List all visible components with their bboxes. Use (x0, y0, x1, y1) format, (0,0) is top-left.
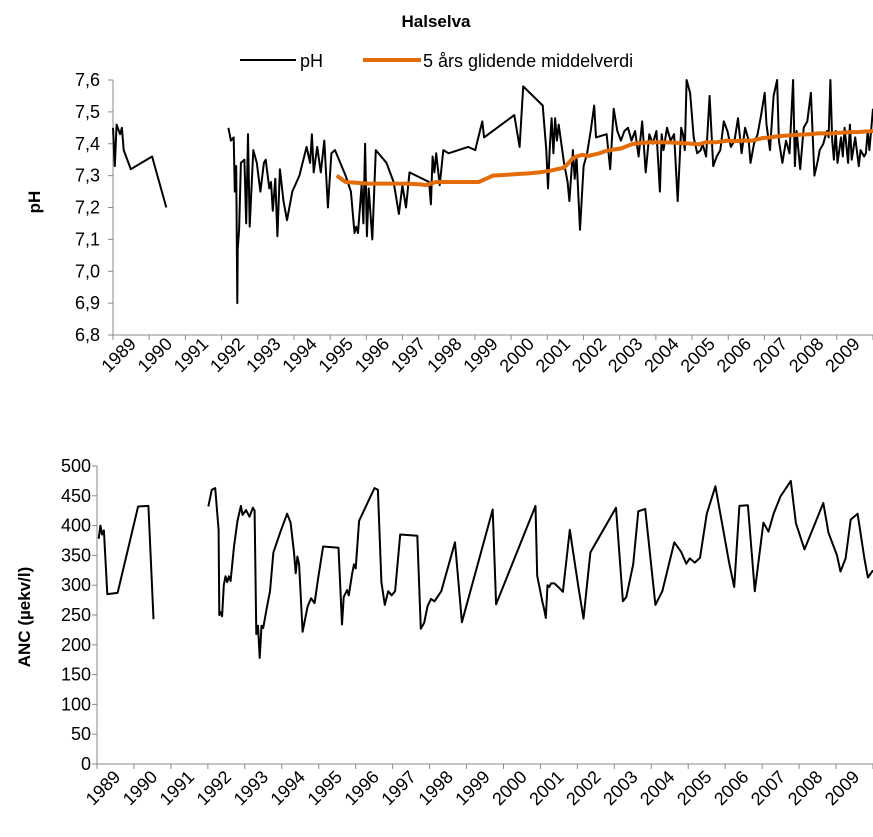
y-tick-label: 7,3 (75, 166, 100, 186)
x-tick-label: 2006 (713, 334, 755, 376)
y-axis: 0 50 100 150 200 250 300 350 400 450 500 (61, 456, 98, 774)
y-tick-label: 7,6 (75, 70, 100, 90)
y-tick-label: 7,0 (75, 261, 100, 281)
y-tick-label: 7,2 (75, 198, 100, 218)
y-tick-label: 300 (61, 575, 91, 595)
x-tick-label: 2007 (749, 334, 791, 376)
x-tick-label: 2004 (636, 767, 678, 809)
x-tick-label: 2005 (677, 334, 719, 376)
plot-area (112, 79, 873, 305)
y-tick-label: 0 (81, 754, 91, 774)
ph-line-segment-1 (112, 123, 168, 208)
x-tick-label: 2000 (488, 767, 530, 809)
anc-line-segment-1 (97, 504, 155, 620)
legend-label-ph: pH (300, 51, 323, 71)
y-tick-label: 50 (71, 724, 91, 744)
x-tick-label: 1991 (170, 334, 212, 376)
x-tick-label: 2006 (710, 767, 752, 809)
x-tick-label: 1997 (377, 767, 419, 809)
x-tick-label: 1995 (315, 334, 357, 376)
x-tick-label: 1999 (451, 767, 493, 809)
x-tick-label: 2002 (562, 767, 604, 809)
x-tick-label: 1997 (387, 334, 429, 376)
y-tick-label: 100 (61, 694, 91, 714)
x-tick-label: 2008 (785, 334, 827, 376)
chart-title: Halselva (402, 12, 472, 31)
x-tick-label: 2000 (496, 334, 538, 376)
x-tick-label: 2007 (747, 767, 789, 809)
x-tick-label: 1996 (351, 334, 393, 376)
anc-line-segment-2 (207, 479, 873, 659)
x-tick-label: 1996 (341, 767, 383, 809)
y-tick-label: 150 (61, 665, 91, 685)
x-tick-label: 1994 (267, 767, 309, 809)
y-tick-label: 7,1 (75, 229, 100, 249)
x-tick-label: 1990 (134, 334, 176, 376)
legend-label-moving-average: 5 års glidende middelverdi (423, 51, 633, 71)
legend: pH 5 års glidende middelverdi (240, 51, 633, 71)
x-tick-label: 2001 (525, 767, 567, 809)
x-tick-label: 1990 (119, 767, 161, 809)
anc-chart: ANC (µekv/l) 0 50 100 150 200 250 300 350 400 450… (15, 456, 873, 809)
x-tick-label: 1994 (278, 334, 320, 376)
y-axis-title: ANC (µekv/l) (15, 567, 34, 667)
x-tick-label: 2004 (640, 334, 682, 376)
y-axis: 6,8 6,9 7,0 7,1 7,2 7,3 7,4 7,5 7,6 (75, 70, 114, 345)
y-tick-label: 200 (61, 635, 91, 655)
x-tick-label: 1998 (414, 767, 456, 809)
y-tick-label: 400 (61, 516, 91, 536)
y-tick-label: 6,8 (75, 325, 100, 345)
x-tick-label: 2001 (532, 334, 574, 376)
ph-chart: Halselva pH 5 års glidende middelverdi p… (25, 12, 873, 376)
x-tick-label: 1992 (193, 767, 235, 809)
y-tick-label: 450 (61, 486, 91, 506)
x-tick-label: 2009 (821, 767, 863, 809)
x-axis: 1989199019911992199319941995199619971998… (97, 334, 873, 376)
x-tick-label: 1998 (423, 334, 465, 376)
x-tick-label: 2005 (673, 767, 715, 809)
5-rs-glidende-middelverdi-line-segment-1 (335, 129, 873, 188)
x-tick-label: 1992 (206, 334, 248, 376)
x-axis: 1989199019911992199319941995199619971998… (82, 763, 873, 809)
y-tick-label: 7,5 (75, 102, 100, 122)
y-tick-label: 7,4 (75, 134, 100, 154)
y-tick-label: 6,9 (75, 293, 100, 313)
y-tick-label: 250 (61, 605, 91, 625)
x-tick-label: 1991 (156, 767, 198, 809)
x-tick-label: 2009 (821, 334, 863, 376)
x-tick-label: 1989 (97, 334, 139, 376)
y-tick-label: 500 (61, 456, 91, 476)
y-axis-title: pH (25, 191, 44, 214)
ph-line-segment-2 (227, 79, 873, 305)
x-tick-label: 2008 (784, 767, 826, 809)
x-tick-label: 1999 (459, 334, 501, 376)
y-tick-label: 350 (61, 545, 91, 565)
x-tick-label: 2002 (568, 334, 610, 376)
x-tick-label: 2003 (599, 767, 641, 809)
x-tick-label: 2003 (604, 334, 646, 376)
x-tick-label: 1995 (304, 767, 346, 809)
plot-area (97, 479, 873, 659)
x-tick-label: 1993 (230, 767, 272, 809)
x-tick-label: 1993 (242, 334, 284, 376)
